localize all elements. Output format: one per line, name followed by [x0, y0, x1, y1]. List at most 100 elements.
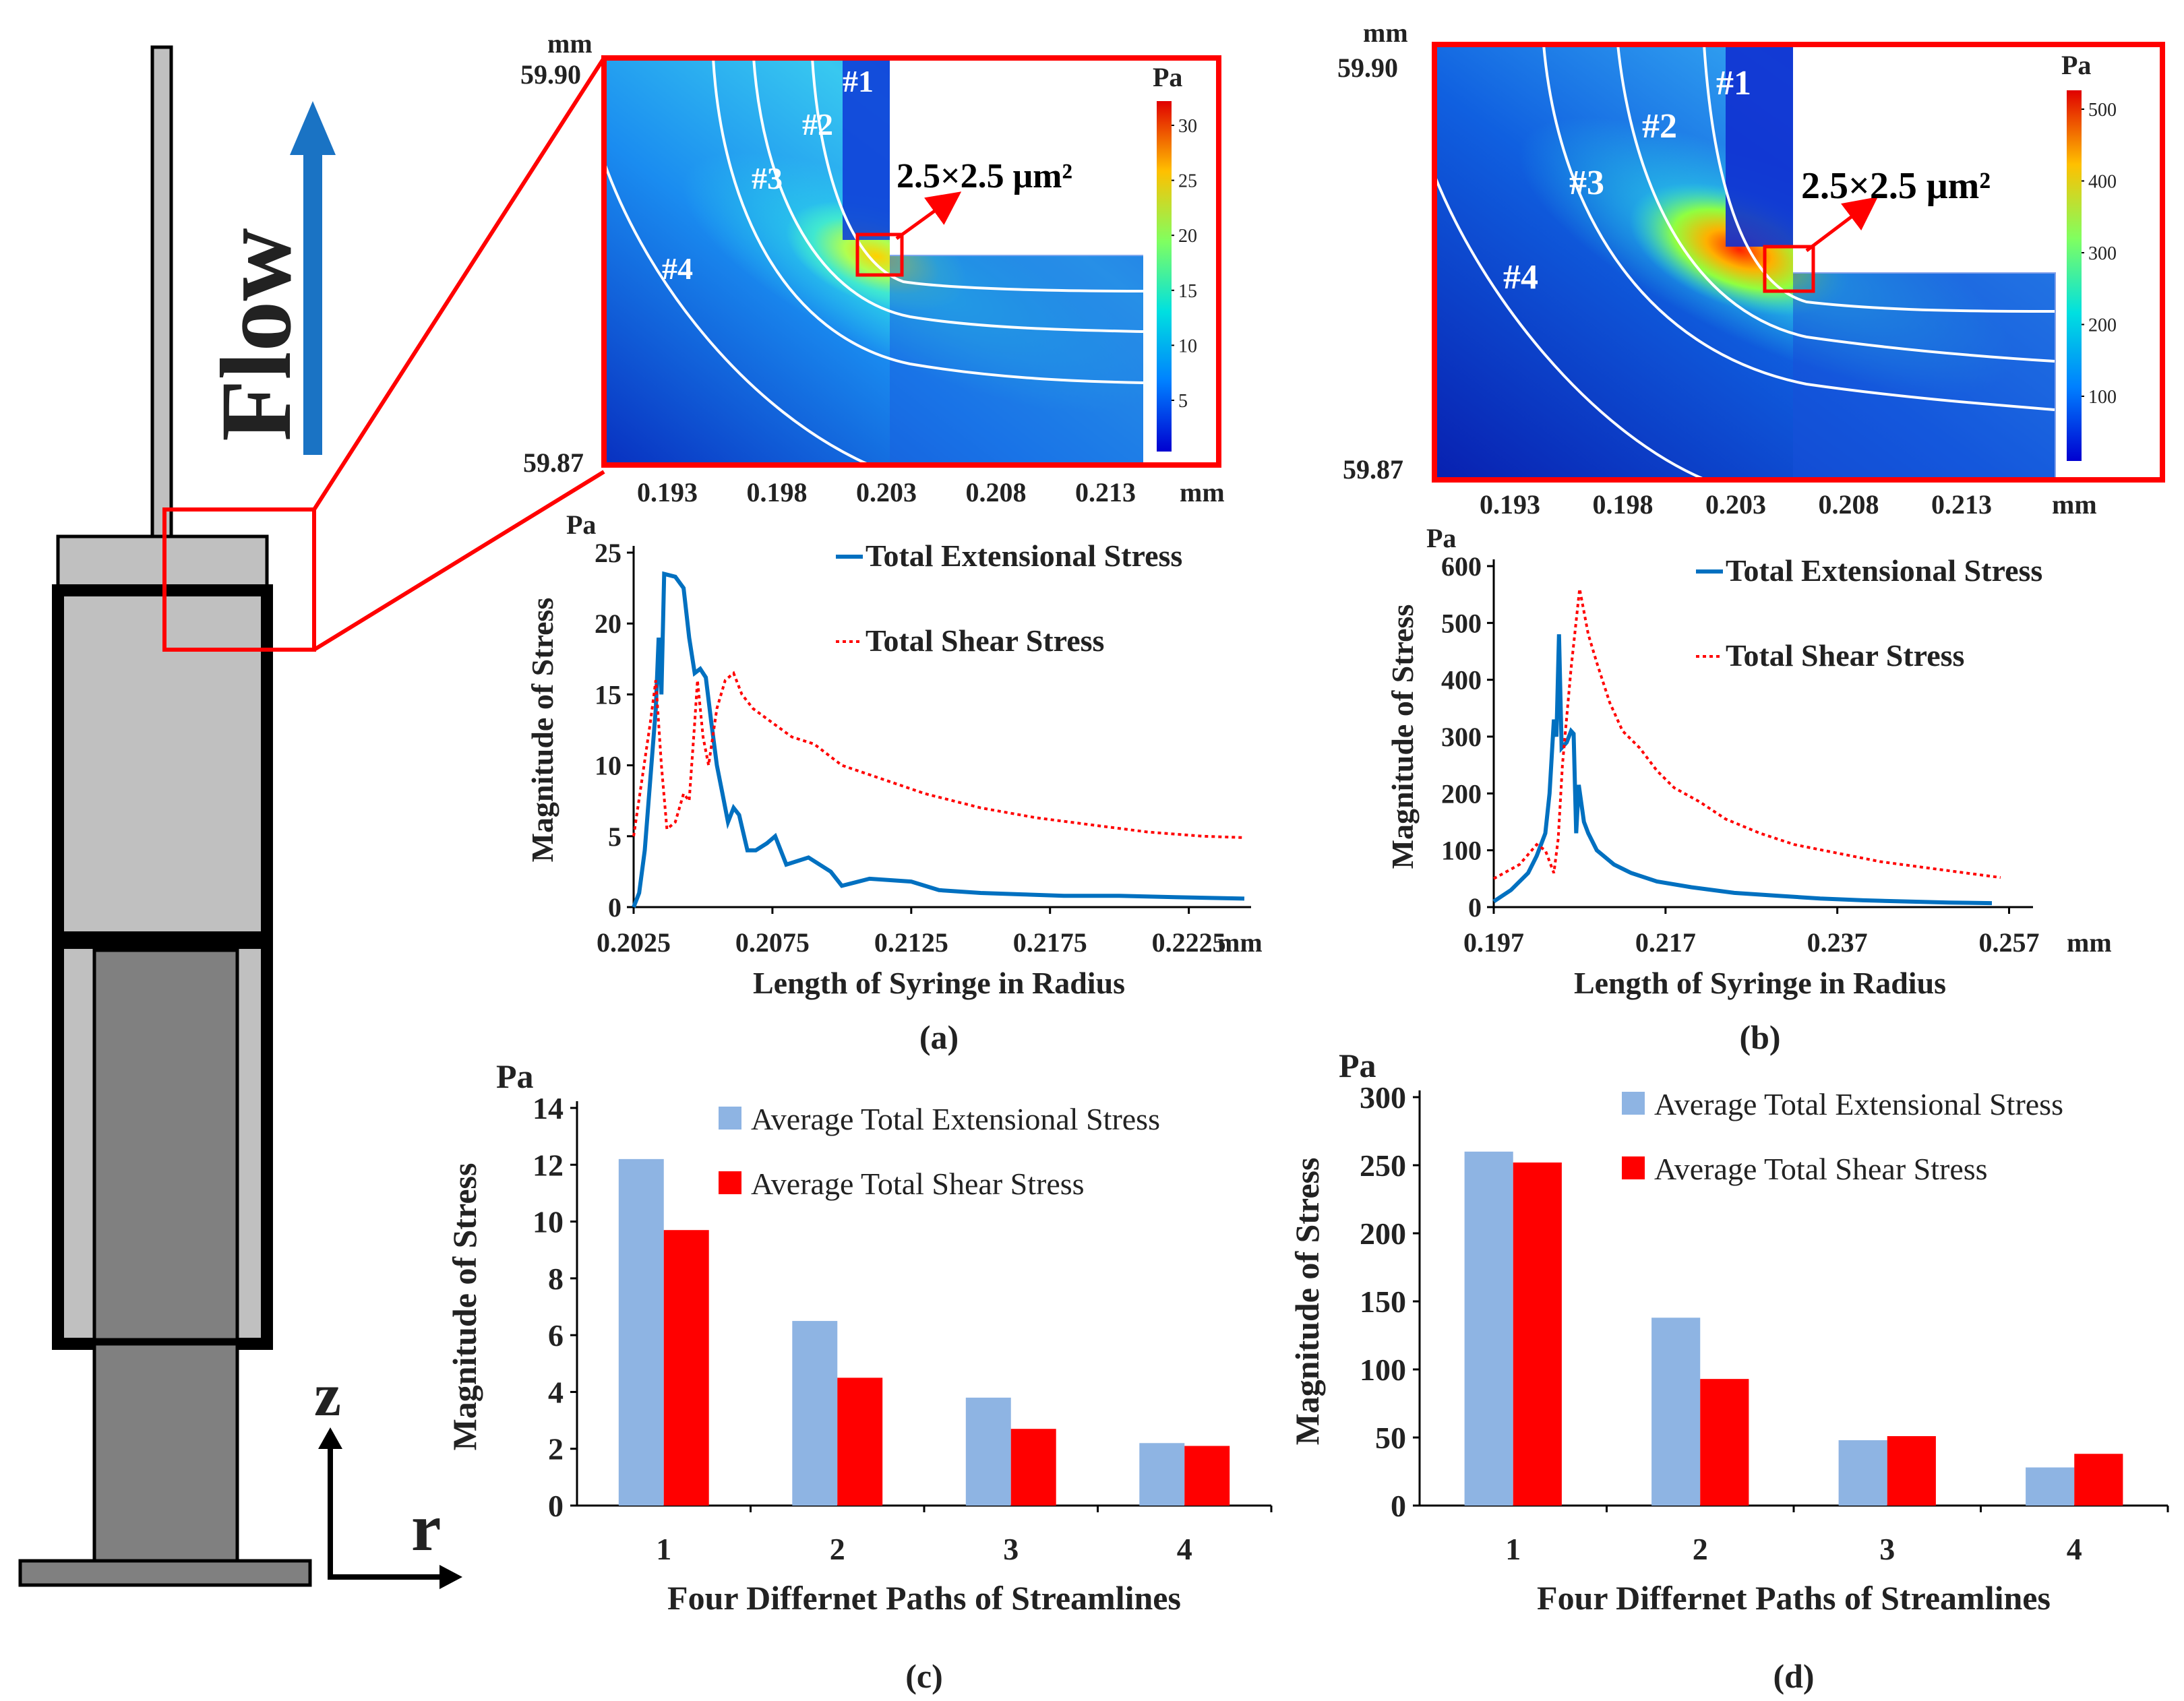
- x-tick-label: 3: [1003, 1532, 1019, 1566]
- contour-a-streamline-3: [712, 57, 1144, 384]
- y-unit: Pa: [1426, 523, 1456, 553]
- legend-swatch: [1622, 1092, 1645, 1115]
- contour-b-colorbar-tick-label: 500: [2088, 100, 2117, 121]
- x-tick-label: 1: [1505, 1532, 1521, 1566]
- contour-b-colorbar-unit: Pa: [2061, 50, 2091, 80]
- x-tick-label: 2: [830, 1532, 845, 1566]
- plunger-flange: [18, 1559, 312, 1587]
- line-chart-b: 0 100 200 300 400 500 600 0.197 0.217 0.237 0.257 m…: [1385, 523, 2112, 1056]
- legend-swatch: [719, 1171, 741, 1194]
- contour-b-box-label: 2.5×2.5 μm²: [1801, 165, 1991, 207]
- bar-shear-path-3: [1887, 1435, 1936, 1506]
- contour-a-label-4: #4: [662, 251, 693, 286]
- y-axis-title: Magnitude of Stress: [446, 1163, 483, 1451]
- plunger-rod: [92, 1342, 239, 1563]
- bar-extensional-path-1: [1464, 1151, 1513, 1506]
- y-tick-label: 0: [608, 892, 621, 923]
- x-unit: mm: [1217, 927, 1263, 958]
- legend-label: Average Total Extensional Stress: [1654, 1087, 2063, 1121]
- y-tick-label: 20: [595, 609, 621, 639]
- bar-chart-d: 0 50 100 150 200 250 300 1 2 3 4 Average Total Exte…: [1288, 1047, 2169, 1695]
- contour-a-streamline-4: [603, 161, 870, 466]
- contour-a-colorbar: [1157, 101, 1172, 452]
- needle: [150, 45, 173, 541]
- contour-a-outlet: [890, 255, 1143, 465]
- contour-b-x-ticks: 0.193 0.198 0.203 0.208 0.213: [1480, 489, 1992, 520]
- x-tick-label: 3: [1879, 1532, 1895, 1566]
- contour-b-streamline-4: [1433, 175, 1706, 481]
- contour-a-box-arrow: [895, 191, 962, 241]
- x-tick-label: 0.2175: [1013, 927, 1087, 958]
- contour-a-y-bottom: 59.87: [523, 447, 584, 478]
- y-unit: Pa: [566, 509, 596, 540]
- x-tick-label: 0.197: [1463, 927, 1524, 958]
- contour-b-needle-gap: [1726, 44, 1793, 247]
- series-line-shear: [632, 671, 1245, 839]
- contour-b-x-tick: 0.208: [1819, 489, 1879, 520]
- contour-b-x-tick: 0.213: [1931, 489, 1992, 520]
- bar-shear-path-4: [2074, 1454, 2123, 1506]
- zoom-box: [162, 507, 316, 652]
- contour-a-label-2: #2: [802, 107, 833, 142]
- contour-a-colorbar-tick-label: 10: [1178, 336, 1197, 357]
- series-line-shear: [1493, 588, 2001, 880]
- y-tick-label: 250: [1360, 1148, 1406, 1183]
- y-unit: Pa: [1339, 1047, 1376, 1084]
- y-tick-label: 100: [1441, 836, 1482, 866]
- bar-extensional-path-4: [1139, 1443, 1185, 1506]
- y-tick-label: 4: [548, 1375, 564, 1409]
- y-axis-title: Magnitude of Stress: [1385, 605, 1420, 869]
- y-axis-title: Magnitude of Stress: [1288, 1158, 1326, 1446]
- x-tick-label: 0.2025: [597, 927, 671, 958]
- contour-b-label-2: #2: [1642, 107, 1677, 146]
- contour-plot-a: mm 59.90 59.87 #1 #2 #3 #4 2.5×2.5 μm² P…: [520, 28, 1225, 507]
- contour-b-wall: [1793, 44, 2056, 274]
- contour-b-x-tick: 0.198: [1593, 489, 1654, 520]
- y-tick-label: 6: [548, 1318, 564, 1353]
- bar-extensional-path-1: [618, 1158, 664, 1506]
- y-tick-label: 300: [1360, 1080, 1406, 1115]
- contour-b-box-arrow: [1805, 196, 1878, 252]
- x-tick-label: 0.237: [1807, 927, 1868, 958]
- y-tick-label: 12: [533, 1148, 564, 1182]
- y-tick-label: 8: [548, 1262, 564, 1296]
- plunger-head: [92, 948, 239, 1342]
- contour-b-streamline-2: [1616, 44, 2055, 363]
- legend-swatch: [719, 1107, 741, 1130]
- panel-label: (d): [1773, 1657, 1814, 1695]
- contour-b-colorbar-tick-label: 300: [2088, 243, 2117, 264]
- bar-extensional-path-2: [1651, 1318, 1701, 1506]
- contour-a-colorbar-tick-label: 30: [1178, 116, 1197, 137]
- y-tick-label: 10: [595, 751, 621, 781]
- bar-shear-path-1: [1513, 1162, 1562, 1506]
- contour-b-outlet: [1793, 272, 2056, 480]
- y-tick-label: 15: [595, 679, 621, 710]
- contour-a-streamline-1: [811, 57, 1144, 292]
- x-tick-label: 4: [2067, 1532, 2082, 1566]
- contour-a-colorbar-tick-label: 5: [1178, 391, 1188, 412]
- x-unit: mm: [2067, 927, 2112, 958]
- bar-shear-path-3: [1010, 1429, 1056, 1506]
- z-axis-label: z: [314, 1362, 341, 1429]
- zoom-connector-top: [312, 57, 606, 511]
- r-axis-arrowhead: [439, 1565, 462, 1589]
- contour-b-streamline-1: [1703, 44, 2055, 313]
- flow-arrow-shaft: [303, 152, 322, 455]
- panel-label: (b): [1739, 1018, 1780, 1056]
- contour-b-colorbar-ticks: 500 400 300 200 100: [2082, 100, 2117, 408]
- bar-extensional-path-2: [792, 1321, 838, 1506]
- contour-a-y-top: 59.90: [520, 59, 581, 90]
- y-axis-title: Magnitude of Stress: [525, 598, 559, 863]
- x-axis-title: Four Differnet Paths of Streamlines: [1537, 1579, 2051, 1617]
- x-axis-title: Length of Syringe in Radius: [1574, 966, 1946, 1000]
- bar-shear-path-2: [1700, 1379, 1749, 1506]
- panel-label: (c): [905, 1657, 943, 1695]
- contour-a-label-1: #1: [843, 64, 874, 98]
- contour-a-needle-gap: [843, 58, 890, 240]
- legend-label: Total Shear Stress: [1726, 638, 1964, 673]
- contour-a-x-ticks: 0.193 0.198 0.203 0.208 0.213: [637, 477, 1136, 507]
- contour-a-box-label: 2.5×2.5 μm²: [897, 157, 1072, 195]
- y-tick-label: 500: [1441, 608, 1482, 638]
- contour-b-colorbar-tick-label: 200: [2088, 315, 2117, 336]
